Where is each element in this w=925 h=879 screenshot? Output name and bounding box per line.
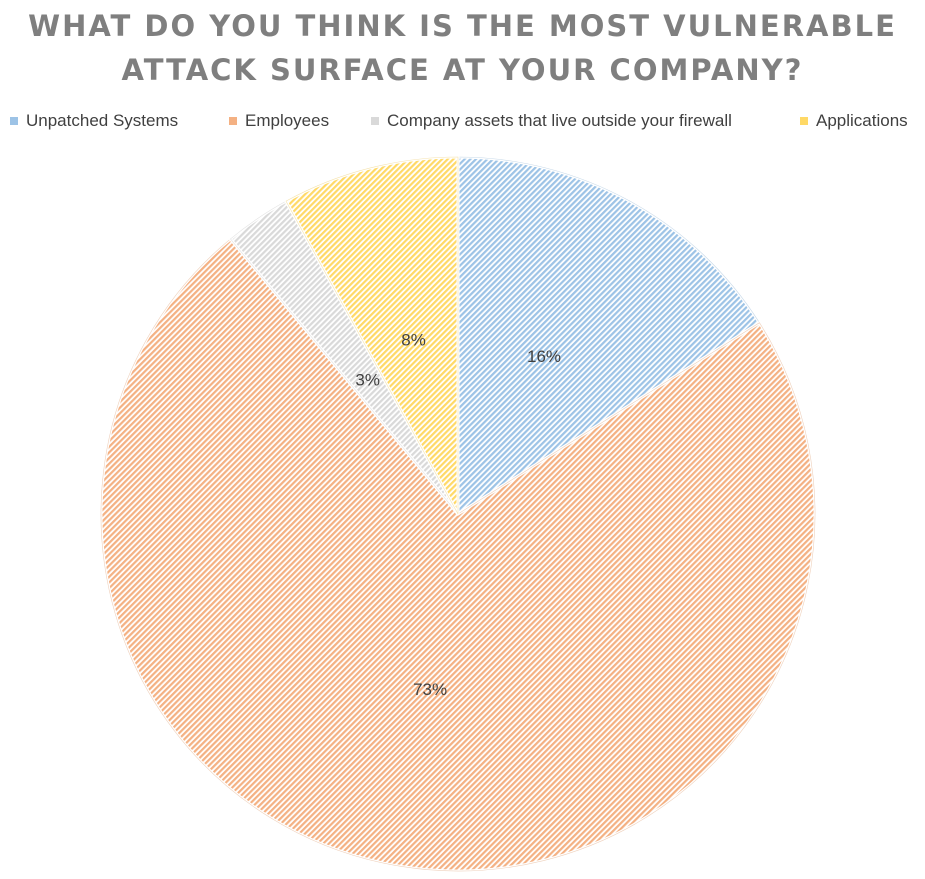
legend-swatch-employees xyxy=(229,117,237,125)
data-label-employees: 73% xyxy=(413,680,447,699)
legend-label-company-assets: Company assets that live outside your fi… xyxy=(387,111,732,130)
pie-data-labels: 16% 73% 3% 8% xyxy=(355,331,561,699)
legend-swatch-applications xyxy=(800,117,808,125)
pie-slice-edge-employees xyxy=(100,238,816,872)
legend-item-applications: Applications xyxy=(800,108,908,134)
legend-item-company-assets: Company assets that live outside your fi… xyxy=(371,108,732,134)
legend-label-unpatched-systems: Unpatched Systems xyxy=(26,111,179,130)
data-label-company-assets: 3% xyxy=(355,371,380,390)
legend-swatch-unpatched-systems xyxy=(10,117,18,125)
legend-item-employees: Employees xyxy=(229,108,329,134)
legend-item-unpatched-systems: Unpatched Systems xyxy=(10,108,178,134)
data-label-applications: 8% xyxy=(401,331,426,350)
pie-slice-edge-applications xyxy=(285,156,459,515)
pie-slice-edge-unpatched-systems xyxy=(457,156,760,515)
pie-slices xyxy=(99,155,817,873)
legend-label-employees: Employees xyxy=(245,111,330,130)
chart-title: WHAT DO YOU THINK IS THE MOST VULNERABLE… xyxy=(0,4,925,92)
data-label-unpatched-systems: 16% xyxy=(527,347,561,366)
chart-title-line-1: WHAT DO YOU THINK IS THE MOST VULNERABLE xyxy=(28,9,897,43)
legend-swatch-company-assets xyxy=(371,117,379,125)
chart-legend: Unpatched Systems Employees Company asse… xyxy=(0,108,925,134)
legend-label-applications: Applications xyxy=(816,111,908,130)
chart-title-line-2: ATTACK SURFACE AT YOUR COMPANY? xyxy=(121,53,804,87)
